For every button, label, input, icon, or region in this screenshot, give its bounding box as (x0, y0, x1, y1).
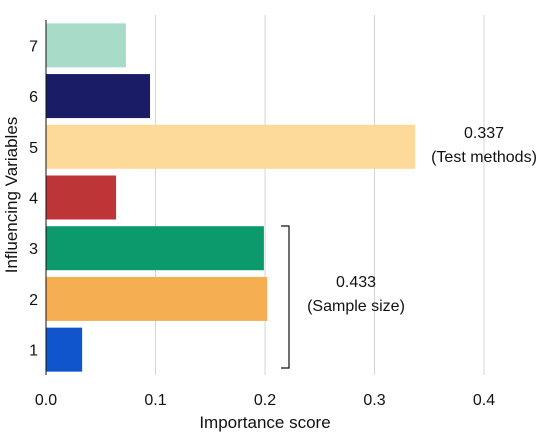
x-tick-label: 0.2 (254, 392, 276, 409)
bar-6 (46, 74, 151, 119)
y-tick-label: 1 (29, 343, 38, 360)
annotation-test-methods-label: (Test methods) (431, 149, 537, 166)
bar-3 (46, 226, 264, 271)
sample-size-bracket (281, 225, 290, 369)
y-tick-label: 5 (29, 140, 38, 157)
bar-1 (46, 327, 83, 372)
annotation-test-methods-value: 0.337 (464, 125, 504, 142)
bars (46, 23, 416, 372)
bar-4 (46, 175, 117, 220)
y-tick-label: 6 (29, 89, 38, 106)
annotation-sample-size-label: (Sample size) (307, 298, 405, 315)
bar-2 (46, 276, 268, 321)
y-tick-label: 7 (29, 38, 38, 55)
y-tick-label: 3 (29, 241, 38, 258)
x-tick-label: 0.4 (473, 392, 495, 409)
x-tick-label: 0.0 (35, 392, 57, 409)
bar-5 (46, 124, 416, 169)
x-tick-label: 0.3 (363, 392, 385, 409)
y-tick-labels: 1 2 3 4 5 6 7 (29, 38, 38, 359)
x-tick-labels: 0.0 0.1 0.2 0.3 0.4 (35, 392, 495, 409)
grid-lines (155, 15, 485, 375)
bar-7 (46, 23, 126, 68)
y-tick-label: 2 (29, 292, 38, 309)
x-axis-title: Importance score (199, 413, 330, 432)
annotation-sample-size-value: 0.433 (336, 274, 376, 291)
y-axis-title: Influencing Variables (2, 117, 21, 274)
x-tick-label: 0.1 (144, 392, 166, 409)
y-tick-label: 4 (29, 191, 38, 208)
